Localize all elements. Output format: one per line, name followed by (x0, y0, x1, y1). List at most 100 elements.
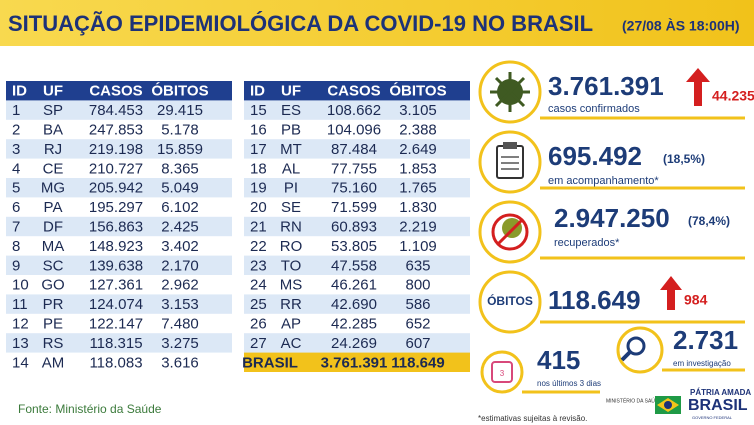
cell: ES (281, 102, 301, 119)
cell: 122.147 (89, 315, 143, 332)
recent-value: 415 (537, 345, 580, 375)
cell: MG (41, 180, 65, 197)
cell: 27 (250, 335, 267, 352)
cell: 29.415 (157, 102, 203, 119)
monitoring-percent: (18,5%) (663, 152, 705, 166)
cell: 2.219 (399, 218, 437, 235)
investigation-label: em investigação (673, 359, 731, 368)
cell: 148.923 (89, 238, 143, 255)
cell: 1.830 (399, 199, 437, 216)
table-header-bg (6, 81, 232, 101)
row-bg (6, 352, 232, 372)
tables: ID UF CASOS ÓBITOS 1 SP 784.453 29.415 2 BA 247.85… (6, 81, 470, 372)
cell: 6.102 (161, 199, 199, 216)
title-bar (0, 0, 754, 46)
title: SITUAÇÃO EPIDEMIOLÓGICA DA COVID-19 NO B… (8, 11, 593, 36)
cell: TO (281, 257, 302, 274)
cell: SP (43, 102, 63, 119)
row-bg (244, 313, 470, 334)
cell: PR (43, 296, 64, 313)
cell: 156.863 (89, 218, 143, 235)
cell: 124.074 (89, 296, 143, 313)
cell: 104.096 (327, 121, 381, 138)
cell: 77.755 (331, 160, 377, 177)
row-bg (6, 158, 232, 178)
confirmed-label: casos confirmados (548, 103, 640, 115)
row-bg (6, 313, 232, 334)
cell: AM (42, 354, 65, 371)
cell: 2.425 (161, 218, 199, 235)
investigation-value: 2.731 (673, 325, 738, 355)
cell: 219.198 (89, 141, 143, 158)
row-bg (6, 197, 232, 217)
cell: GO (41, 277, 64, 294)
cell: 23 (250, 257, 267, 274)
cell: 784.453 (89, 102, 143, 119)
government: GOVERNO FEDERAL (692, 415, 733, 420)
cell: RJ (44, 141, 62, 158)
cell: 2.649 (399, 141, 437, 158)
cell: 586 (405, 296, 430, 313)
total-bg (244, 352, 470, 372)
column-header: ID (12, 83, 27, 100)
cell: 5.178 (161, 121, 199, 138)
cell: 26 (250, 315, 267, 332)
cell: 210.727 (89, 160, 143, 177)
cell: 17 (250, 141, 267, 158)
cell: 8 (12, 238, 20, 255)
cell: 13 (12, 335, 29, 352)
cell: 2.388 (399, 121, 437, 138)
monitoring-value: 695.492 (548, 141, 642, 171)
cell: PB (281, 121, 301, 138)
cell: 1.765 (399, 180, 437, 197)
row-bg (244, 197, 470, 217)
cell: 3.275 (161, 335, 199, 352)
cell: 2.962 (161, 277, 199, 294)
row-bg (6, 275, 232, 295)
cell: AL (282, 160, 300, 177)
row-bg (244, 275, 470, 295)
cell: 16 (250, 121, 267, 138)
cell: 3.153 (161, 296, 199, 313)
recovered-value: 2.947.250 (554, 203, 670, 233)
deaths-title: ÓBITOS (487, 293, 533, 308)
recent-label: nos últimos 3 dias (537, 379, 601, 388)
total-cell: 3.761.391 (321, 354, 388, 371)
cell: 7 (12, 218, 20, 235)
cell: 205.942 (89, 180, 143, 197)
cell: 118.083 (89, 354, 142, 371)
row-bg (244, 158, 470, 178)
cell: 47.558 (331, 257, 377, 274)
cell: BA (43, 121, 63, 138)
column-header: ID (250, 83, 265, 100)
cell: RO (280, 238, 303, 255)
cell: 8.365 (161, 160, 199, 177)
cell: MA (42, 238, 65, 255)
column-header: ÓBITOS (389, 82, 446, 100)
column-header: UF (281, 83, 301, 100)
cell: MS (280, 277, 303, 294)
ministry: MINISTÉRIO DA SAÚDE (606, 397, 663, 404)
cell: PA (44, 199, 63, 216)
total-cell: 118.649 (391, 354, 444, 371)
cell: 5.049 (161, 180, 199, 197)
row-bg (6, 119, 232, 140)
deaths-value: 118.649 (548, 285, 641, 315)
cell: AP (281, 315, 301, 332)
cell: 4 (12, 160, 20, 177)
deaths-increase: 984 (684, 292, 708, 308)
cell: 10 (12, 277, 29, 294)
cell: 12 (12, 315, 29, 332)
cell: CE (43, 160, 64, 177)
cell: 87.484 (331, 141, 377, 158)
cell: 247.853 (89, 121, 143, 138)
column-header: CASOS (327, 83, 380, 100)
cell: 3.402 (161, 238, 199, 255)
cell: 11 (12, 296, 28, 313)
note: *estimativas sujeitas à revisão. (478, 414, 587, 423)
cell: 22 (250, 238, 267, 255)
cell: 14 (12, 354, 29, 371)
cell: 19 (250, 180, 267, 197)
panel-decor (478, 60, 745, 394)
